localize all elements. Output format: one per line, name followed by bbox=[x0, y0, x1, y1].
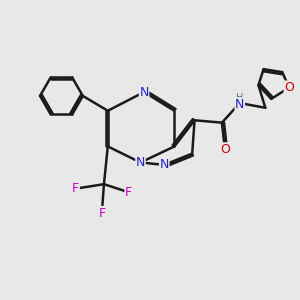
Text: F: F bbox=[125, 186, 132, 199]
Text: N: N bbox=[235, 98, 244, 111]
Text: N: N bbox=[140, 85, 149, 98]
Text: O: O bbox=[220, 143, 230, 156]
Text: O: O bbox=[284, 81, 294, 94]
Text: H: H bbox=[236, 93, 243, 103]
Text: N: N bbox=[160, 158, 169, 171]
Text: N: N bbox=[136, 156, 145, 169]
Text: F: F bbox=[72, 182, 79, 195]
Text: F: F bbox=[98, 206, 105, 220]
